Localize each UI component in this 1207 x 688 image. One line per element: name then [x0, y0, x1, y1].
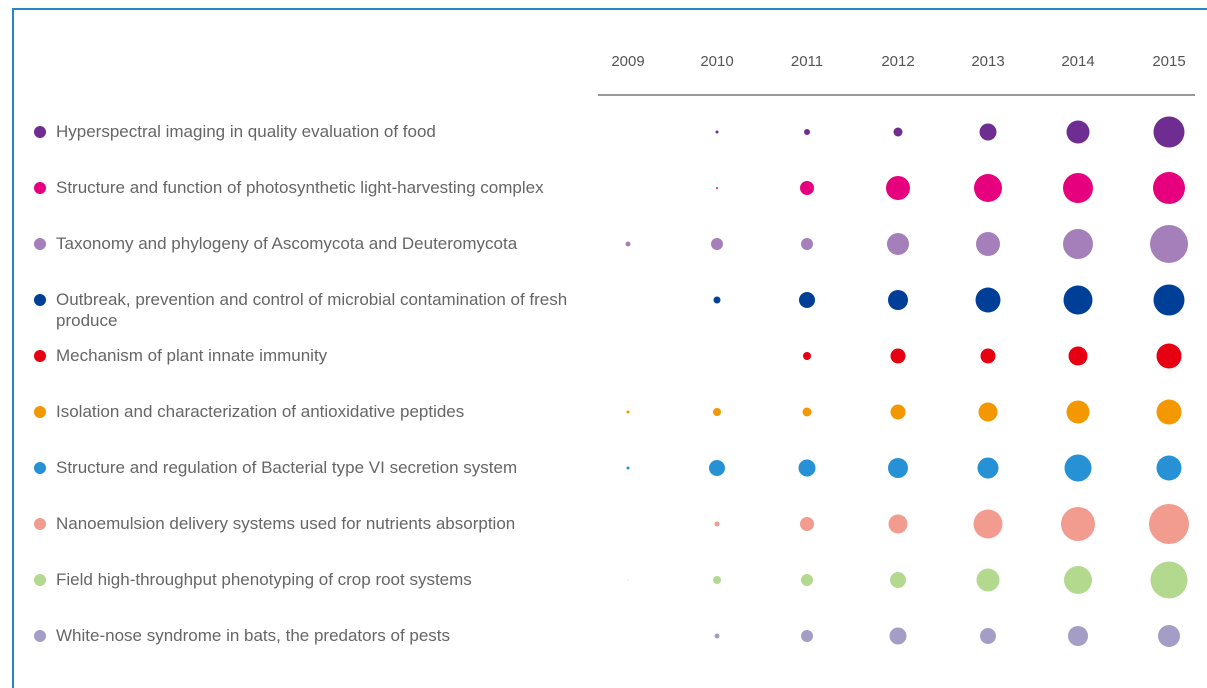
bubble	[973, 509, 1003, 539]
bubble	[715, 130, 719, 134]
bubble	[714, 521, 720, 527]
legend-dot	[34, 350, 46, 362]
bubble	[798, 459, 816, 477]
bubble	[1156, 455, 1182, 481]
row-label: Outbreak, prevention and control of micr…	[56, 290, 568, 330]
legend-dot	[34, 126, 46, 138]
bubble	[800, 517, 814, 531]
bubble	[713, 408, 721, 416]
bubble	[799, 292, 815, 308]
bubble	[627, 579, 629, 581]
bubble	[1068, 626, 1088, 646]
bubble	[890, 348, 906, 364]
bubble	[886, 176, 910, 200]
bubble	[625, 241, 631, 247]
bubble	[1066, 400, 1090, 424]
row-label: Mechanism of plant innate immunity	[56, 346, 328, 365]
bubble	[802, 407, 812, 417]
bubble	[801, 238, 813, 250]
bubble	[803, 352, 811, 360]
bubble	[890, 404, 906, 420]
legend-dot	[34, 518, 46, 530]
bubble	[890, 572, 906, 588]
legend-dot	[34, 182, 46, 194]
year-label: 2013	[971, 53, 1004, 70]
row-label: Field high-throughput phenotyping of cro…	[56, 570, 472, 589]
row-label: Taxonomy and phylogeny of Ascomycota and…	[56, 234, 518, 253]
bubble	[1153, 284, 1185, 316]
bubble	[709, 460, 725, 476]
bubble	[801, 630, 813, 642]
legend-dot	[34, 294, 46, 306]
bubble	[1061, 507, 1095, 541]
bubble	[1153, 116, 1185, 148]
bubble	[975, 287, 1001, 313]
row-label: Nanoemulsion delivery systems used for n…	[56, 514, 516, 533]
bubble	[713, 576, 721, 584]
row-label: Structure and regulation of Bacterial ty…	[56, 458, 518, 477]
year-label: 2011	[791, 53, 823, 70]
bubble	[711, 238, 723, 250]
bubble	[1064, 454, 1092, 482]
year-label: 2009	[611, 53, 644, 70]
row-label: Structure and function of photosynthetic…	[56, 178, 544, 197]
bubble	[804, 129, 810, 135]
bubble	[974, 174, 1002, 202]
bubble	[980, 628, 996, 644]
year-label: 2010	[700, 53, 733, 70]
bubble	[888, 458, 908, 478]
bubble	[1158, 625, 1180, 647]
bubble	[800, 181, 814, 195]
legend-dot	[34, 406, 46, 418]
bubble	[888, 290, 908, 310]
bubble	[1149, 504, 1189, 544]
year-label: 2014	[1061, 53, 1094, 70]
bubble	[1156, 343, 1182, 369]
bubble	[1068, 346, 1088, 366]
year-label: 2012	[881, 53, 914, 70]
bubble	[716, 187, 718, 189]
row-label: Isolation and characterization of antiox…	[56, 402, 465, 421]
legend-dot	[34, 238, 46, 250]
year-label: 2015	[1152, 53, 1185, 70]
bubble	[1156, 399, 1182, 425]
bubble	[1150, 561, 1188, 599]
bubble	[801, 574, 813, 586]
bubble	[1063, 173, 1093, 203]
bubble	[713, 296, 721, 304]
bubble	[1064, 566, 1092, 594]
bubble	[978, 402, 998, 422]
bubble	[889, 627, 907, 645]
bubble	[1066, 120, 1090, 144]
row-label: Hyperspectral imaging in quality evaluat…	[56, 122, 436, 141]
bubble	[976, 232, 1000, 256]
bubble	[1063, 229, 1093, 259]
bubble	[893, 127, 903, 137]
frame	[12, 8, 1207, 688]
bubble	[1150, 225, 1188, 263]
bubble	[714, 633, 720, 639]
bubble	[888, 514, 908, 534]
bubble	[887, 233, 909, 255]
bubble	[1063, 285, 1093, 315]
bubble	[980, 348, 996, 364]
bubble	[976, 568, 1000, 592]
bubble	[626, 466, 630, 470]
row-label: White-nose syndrome in bats, the predato…	[56, 626, 451, 645]
legend-dot	[34, 462, 46, 474]
bubble	[1153, 172, 1185, 204]
bubble	[626, 410, 630, 414]
legend-dot	[34, 630, 46, 642]
bubble	[979, 123, 997, 141]
legend-dot	[34, 574, 46, 586]
bubble	[977, 457, 999, 479]
